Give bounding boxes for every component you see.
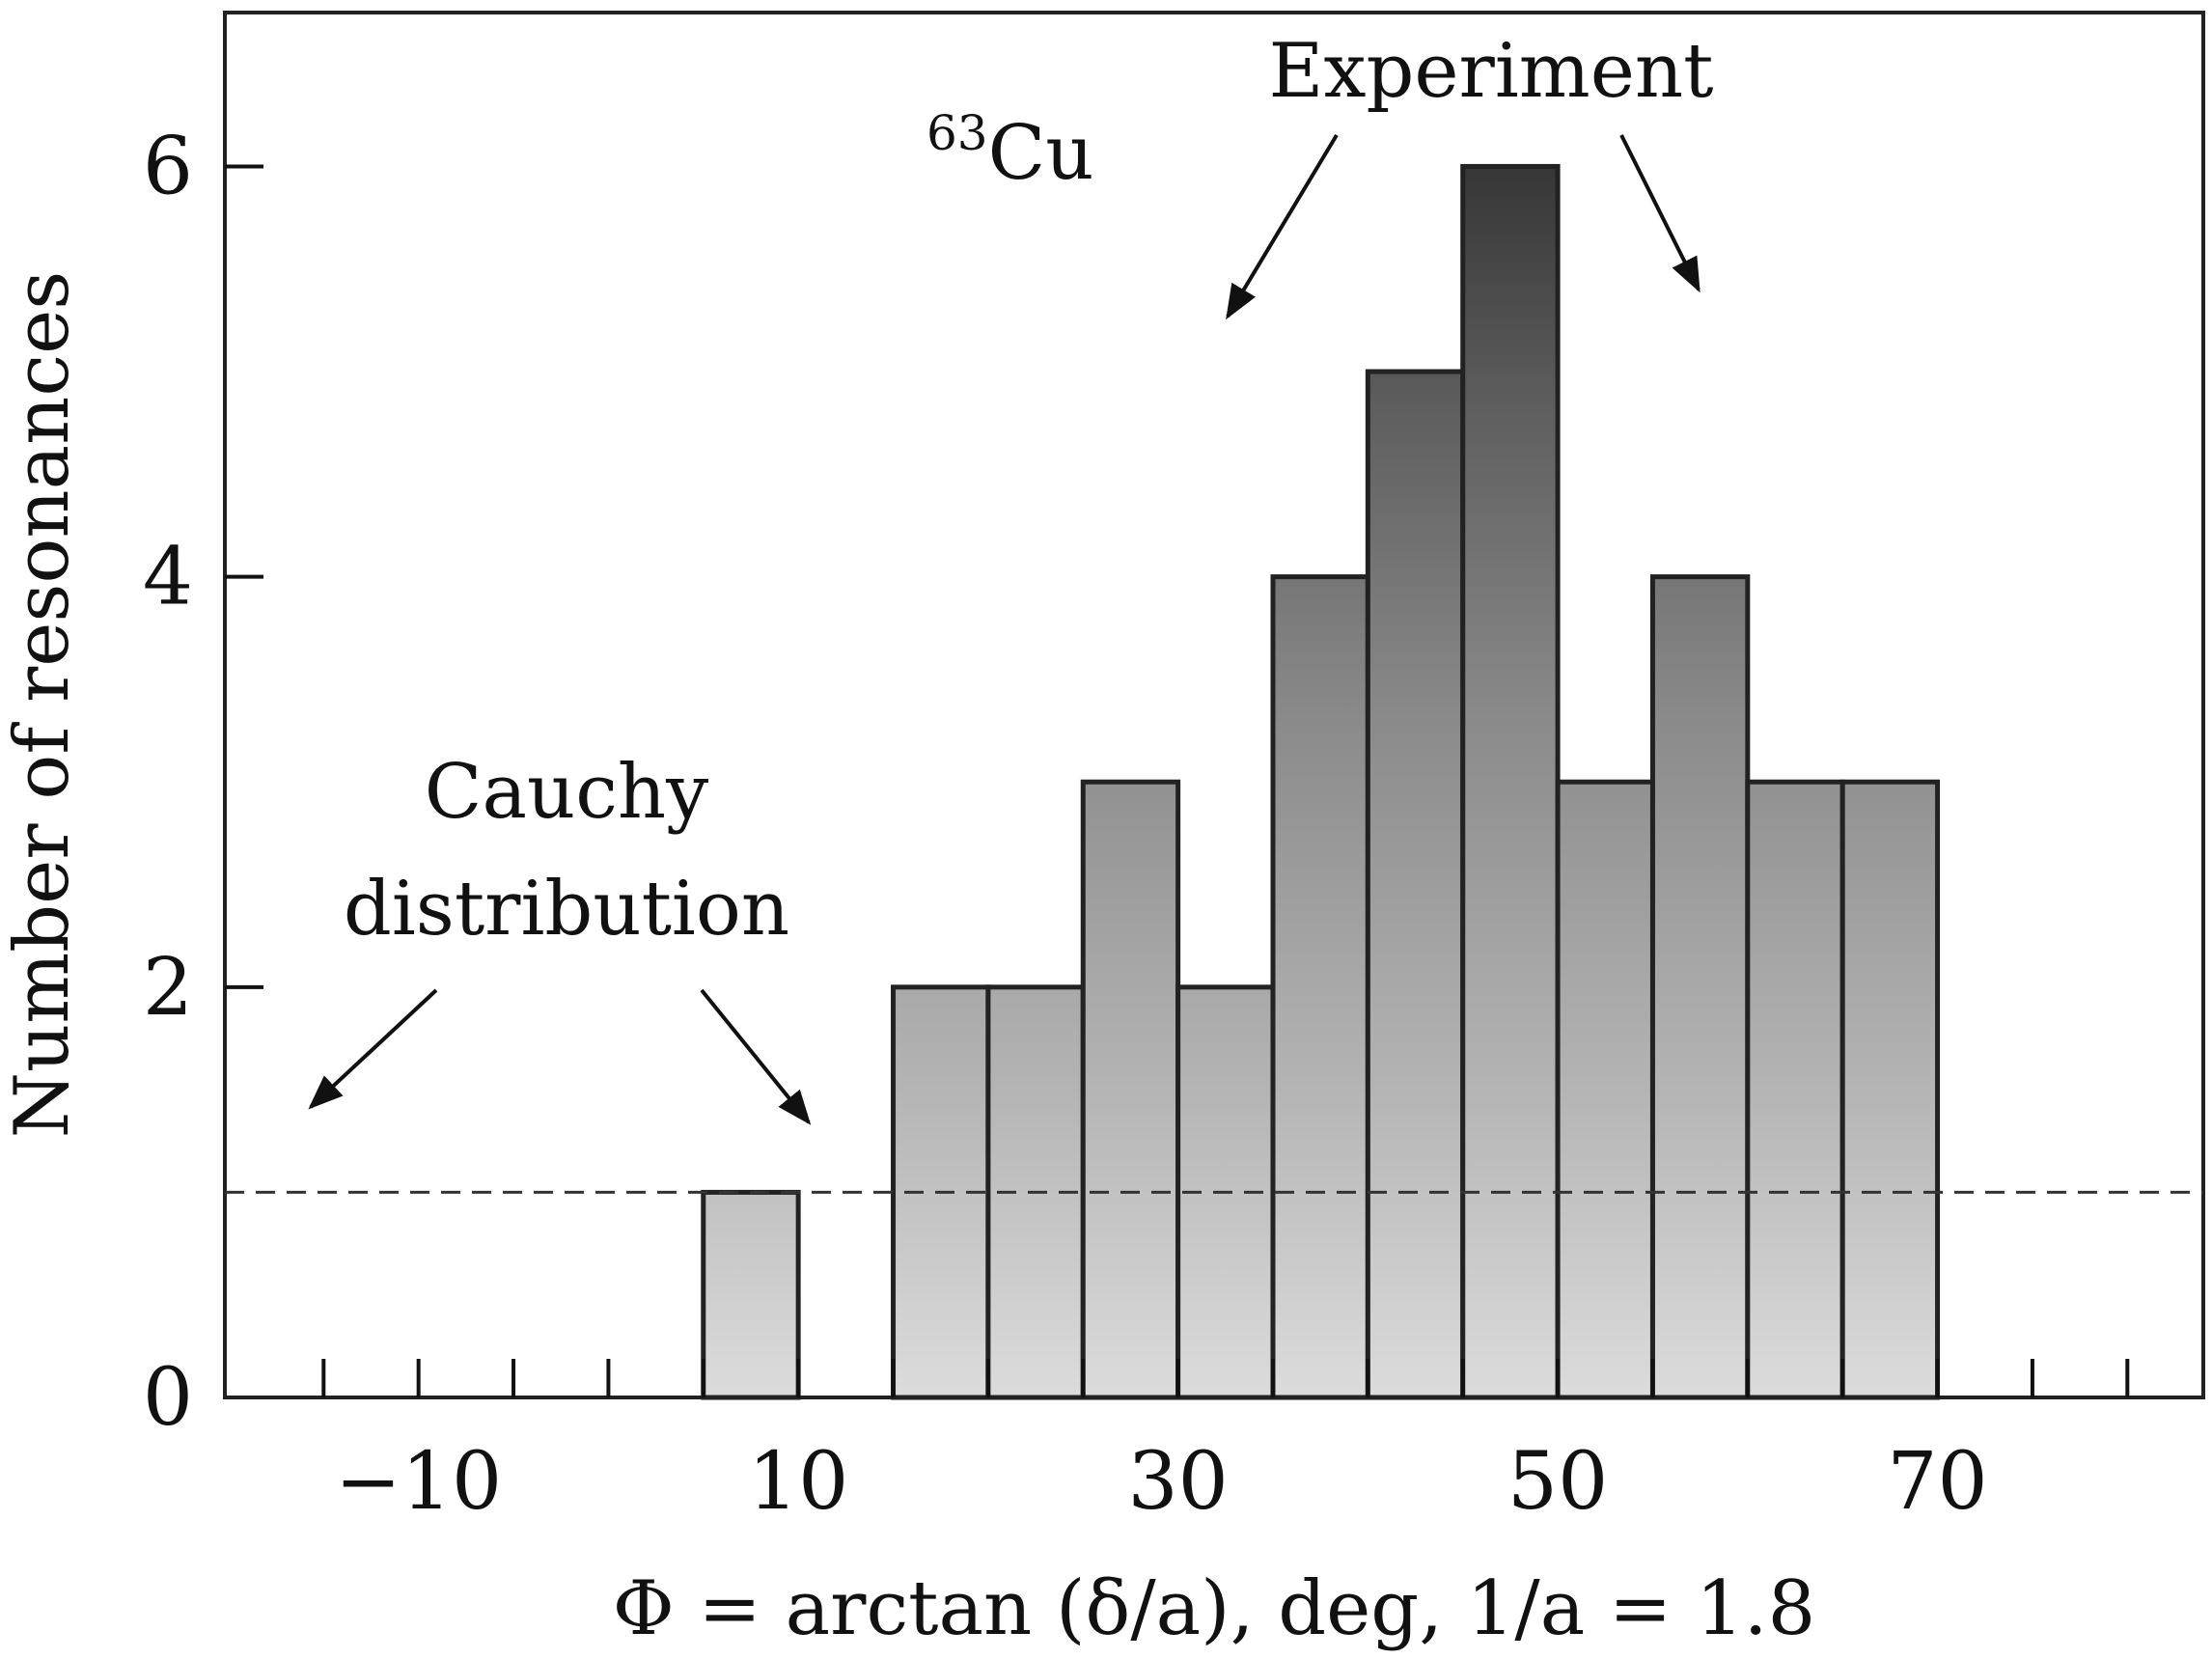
cauchy-label-line1: Cauchy xyxy=(425,749,708,836)
cauchy-arrow-left xyxy=(308,988,438,1110)
histogram-bar xyxy=(1839,779,1941,1400)
histogram-bar xyxy=(1270,574,1370,1400)
experiment-label: Experiment xyxy=(1269,28,1714,115)
y-tick-label: 2 xyxy=(143,942,193,1034)
experiment-arrow-right xyxy=(1619,134,1700,293)
histogram-bar xyxy=(1745,779,1845,1400)
bars xyxy=(701,163,1941,1400)
histogram-bar xyxy=(701,1189,801,1400)
isotope-symbol: Cu xyxy=(988,110,1094,197)
histogram-bar xyxy=(1555,779,1655,1400)
histogram-bar xyxy=(1365,369,1466,1400)
y-tick-label: 4 xyxy=(143,532,193,623)
x-tick-label: 70 xyxy=(1887,1436,1987,1528)
isotope-mass: 63 xyxy=(926,105,988,161)
y-axis-title: Number of resonances xyxy=(0,271,86,1139)
y-tick-label: 6 xyxy=(143,121,193,212)
x-axis-title: Φ = arctan (δ/a), deg, 1/a = 1.8 xyxy=(613,1565,1815,1652)
x-tick-label: 50 xyxy=(1507,1436,1608,1528)
histogram-bar xyxy=(1649,574,1751,1400)
y-ticks: 0 2 4 6 xyxy=(143,121,263,1444)
isotope-label: 63Cu xyxy=(926,105,1094,197)
x-tick-label: 10 xyxy=(748,1436,848,1528)
cauchy-arrow-right xyxy=(700,988,812,1125)
x-tick-label: −10 xyxy=(335,1436,502,1528)
histogram-bar xyxy=(1080,779,1181,1400)
x-tick-label: 30 xyxy=(1127,1436,1228,1528)
y-tick-label: 0 xyxy=(143,1352,193,1444)
cauchy-label-line2: distribution xyxy=(344,866,789,953)
histogram-bar xyxy=(1460,163,1561,1400)
x-ticks: −10 10 30 50 70 xyxy=(321,1359,2130,1528)
experiment-arrow-left xyxy=(1226,133,1339,320)
